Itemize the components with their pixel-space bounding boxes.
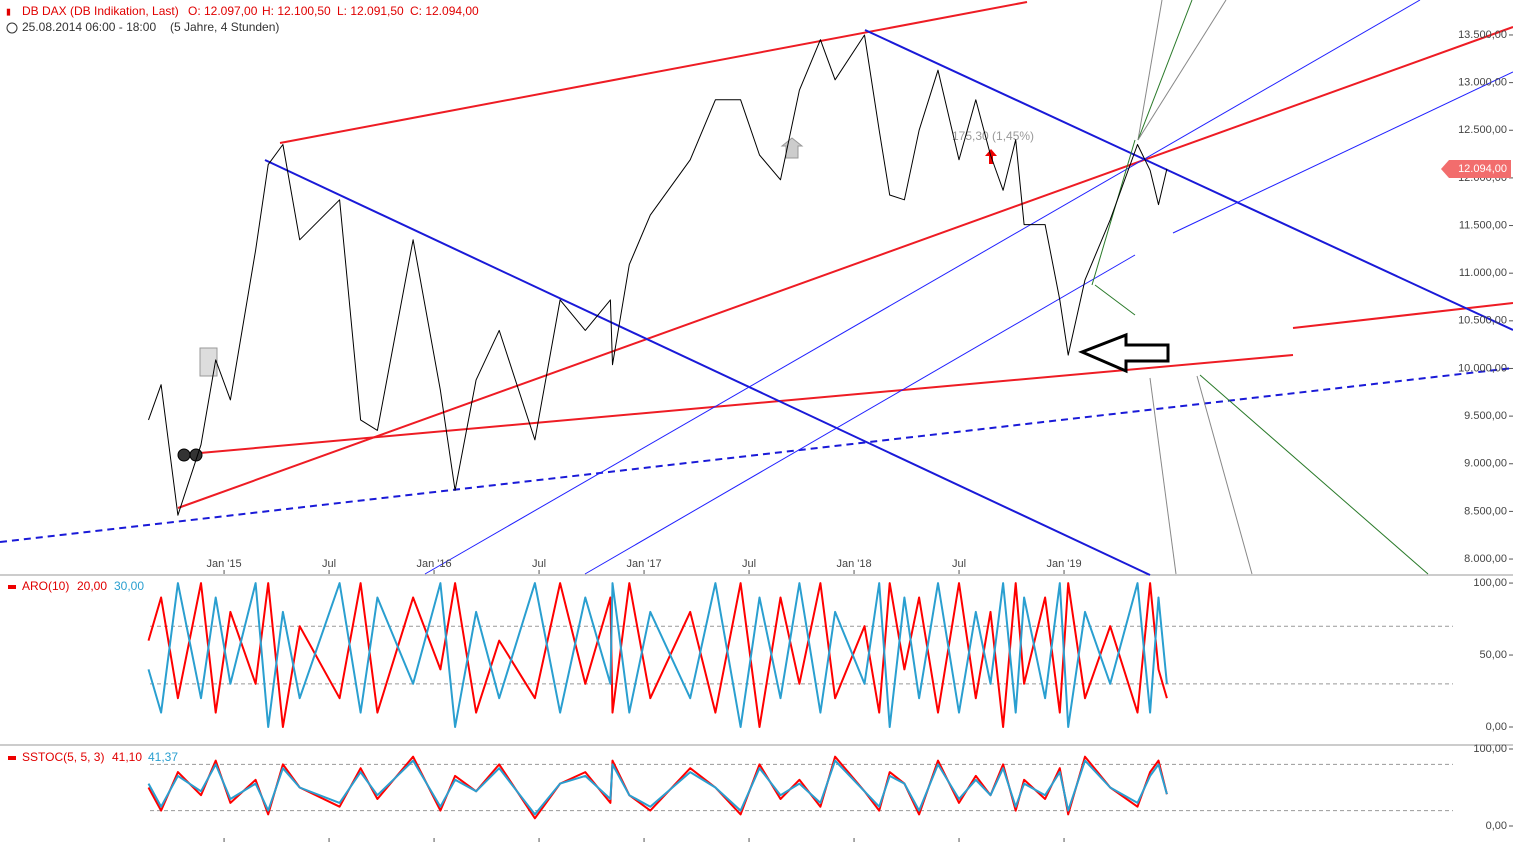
- annotation: 175,30 (1,45%): [952, 129, 1034, 143]
- ohlc-high: H: 12.100,50: [262, 4, 331, 18]
- indicator-value: 20,00: [77, 579, 107, 593]
- x-tick-label: Jul: [952, 558, 966, 570]
- indicator-title: SSTOC(5, 5, 3): [22, 750, 104, 764]
- legend-swatch: [8, 756, 16, 760]
- y-tick-label: 8.000,00: [1464, 553, 1507, 565]
- indicator-line: [147, 759, 1168, 816]
- y-tick-label: 11.000,00: [1459, 267, 1507, 279]
- x-tick-label: Jul: [322, 558, 336, 570]
- arrow-marker: [1078, 332, 1170, 374]
- indicator-title: ARO(10): [22, 579, 69, 593]
- ohlc-low: L: 12.091,50: [337, 4, 404, 18]
- subtitle: 25.08.2014 06:00 - 18:00: [22, 20, 156, 34]
- y-tick-label: 11.500,00: [1459, 219, 1507, 231]
- y-tick-label: 50,00: [1479, 649, 1507, 661]
- x-tick-label: Jan '18: [836, 558, 871, 570]
- y-tick-label: 0,00: [1486, 721, 1507, 733]
- y-tick-label: 9.500,00: [1464, 410, 1507, 422]
- chart-title: DB DAX (DB Indikation, Last): [22, 4, 179, 18]
- y-tick-label: 13.500,00: [1458, 29, 1507, 41]
- price-line: [148, 34, 1168, 516]
- y-tick-label: 9.000,00: [1464, 458, 1507, 470]
- marker-dot: [177, 448, 191, 462]
- indicator-value: 41,37: [148, 750, 178, 764]
- indicator-line: [147, 582, 1168, 728]
- x-tick-label: Jan '19: [1046, 558, 1081, 570]
- clock-icon: [6, 22, 18, 34]
- y-tick-label: 12.500,00: [1458, 124, 1507, 136]
- ohlc-close: C: 12.094,00: [410, 4, 479, 18]
- y-tick-label: 8.500,00: [1464, 505, 1507, 517]
- indicator-value: 41,10: [112, 750, 142, 764]
- x-tick-label: Jan '17: [626, 558, 661, 570]
- y-tick-label: 10.000,00: [1458, 362, 1507, 374]
- price-tag-label: 12.094,00: [1458, 163, 1507, 175]
- header-icon: ▮: [6, 6, 11, 16]
- indicator-line: [147, 582, 1168, 728]
- trend-lines: [0, 0, 1513, 576]
- legend-swatch: [8, 585, 16, 589]
- price-tag: [1441, 159, 1511, 178]
- period: (5 Jahre, 4 Stunden): [170, 20, 279, 34]
- marker-box: [199, 347, 218, 377]
- ohlc-open: O: 12.097,00: [188, 4, 258, 18]
- y-tick-label: 13.000,00: [1458, 77, 1507, 89]
- x-tick-label: Jan '15: [206, 558, 241, 570]
- x-tick-label: Jul: [742, 558, 756, 570]
- y-tick-label: 100,00: [1473, 577, 1507, 589]
- x-tick-label: Jan '16: [416, 558, 451, 570]
- x-tick-label: Jul: [532, 558, 546, 570]
- marker-arrow-up: [780, 137, 804, 159]
- y-tick-label: 0,00: [1486, 820, 1507, 832]
- y-tick-label: 100,00: [1473, 743, 1507, 755]
- y-tick-label: 10.500,00: [1458, 315, 1507, 327]
- indicator-value: 30,00: [114, 579, 144, 593]
